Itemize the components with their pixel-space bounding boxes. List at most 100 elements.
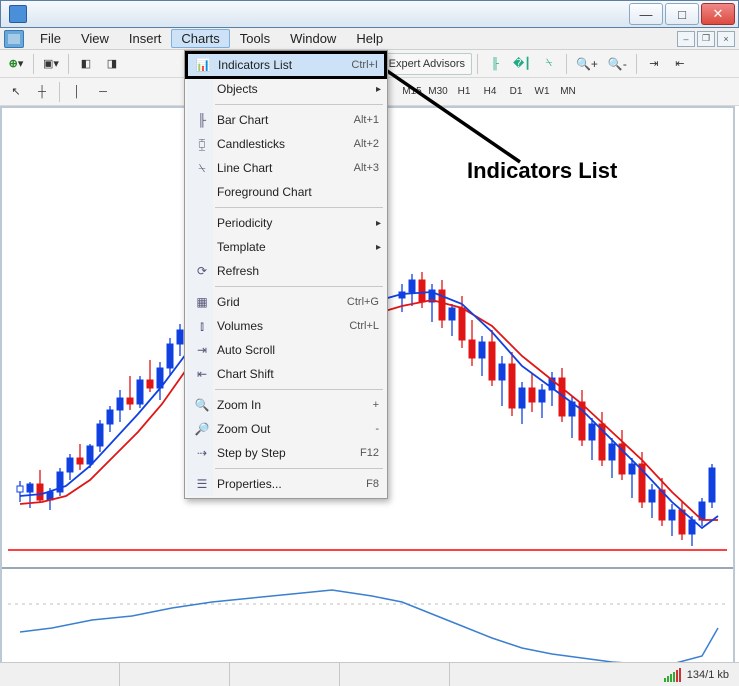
menu-item-volumes[interactable]: ⫾VolumesCtrl+L [187,314,385,338]
cursor-button[interactable]: ↖ [4,81,28,103]
status-seg-2 [120,663,230,686]
timeframe-mn[interactable]: MN [555,82,581,102]
timeframe-m30[interactable]: M30 [425,82,451,102]
menu-item-label: Foreground Chart [213,185,381,199]
zoom-out-icon: 🔎 [191,420,213,438]
grid-icon: ▦ [191,293,213,311]
status-seg-3 [230,663,340,686]
menu-item-foreground-chart[interactable]: Foreground Chart [187,180,385,204]
candle-icon: ⧮ [191,135,213,153]
menu-insert[interactable]: Insert [119,29,172,48]
zoom-in-button[interactable]: 🔍+ [572,53,602,75]
menu-item-label: Template [213,240,376,254]
app-icon [9,5,27,23]
status-seg-4 [340,663,450,686]
charts-menu-dropdown: 📊Indicators ListCtrl+IObjects▸ ╟Bar Chart… [184,50,388,499]
indicators-icon: 📊 [192,56,214,74]
app-logo-icon [4,30,24,48]
crosshair-button[interactable]: ┼ [30,81,54,103]
menu-item-label: Line Chart [213,161,354,175]
zoom-in-icon: 🔍 [191,396,213,414]
menu-item-label: Chart Shift [213,367,381,381]
menu-item-line-chart[interactable]: ⍀Line ChartAlt+3 [187,156,385,180]
menu-item-label: Volumes [213,319,349,333]
autoscroll-button[interactable]: ⇥ [642,53,666,75]
line-chart-button[interactable]: ⍀ [537,53,561,75]
navigator-button[interactable]: ◨ [100,53,124,75]
window-minimize-button[interactable]: — [629,3,663,25]
blank-icon [191,238,213,256]
menu-file[interactable]: File [30,29,71,48]
menu-bar: FileViewInsertChartsToolsWindowHelp – ❐ … [0,28,739,50]
menu-item-label: Step by Step [213,446,360,460]
menu-item-candlesticks[interactable]: ⧮CandlesticksAlt+2 [187,132,385,156]
menu-item-grid[interactable]: ▦GridCtrl+G [187,290,385,314]
menu-item-template[interactable]: Template▸ [187,235,385,259]
window-maximize-button[interactable]: □ [665,3,699,25]
bar-chart-icon: ╟ [191,111,213,129]
menu-view[interactable]: View [71,29,119,48]
line-chart-icon: ⍀ [191,159,213,177]
menu-item-label: Periodicity [213,216,376,230]
menu-item-periodicity[interactable]: Periodicity▸ [187,211,385,235]
expert-advisors-label: Expert Advisors [389,58,465,70]
menu-item-zoom-in[interactable]: 🔍Zoom In+ [187,393,385,417]
vline-button[interactable]: │ [65,81,89,103]
menu-item-zoom-out[interactable]: 🔎Zoom Out- [187,417,385,441]
menu-window[interactable]: Window [280,29,346,48]
volumes-icon: ⫾ [191,317,213,335]
chartshift-icon: ⇤ [191,365,213,383]
menu-help[interactable]: Help [346,29,393,48]
mdi-close-button[interactable]: × [717,31,735,47]
menu-item-step-by-step[interactable]: ⇢Step by StepF12 [187,441,385,465]
candle-chart-button[interactable]: �┃ [509,53,535,75]
bar-chart-button[interactable]: ╟ [483,53,507,75]
status-kb: 134/1 kb [687,669,729,681]
step-icon: ⇢ [191,444,213,462]
status-network: 134/1 kb [664,668,739,682]
menu-item-label: Zoom In [213,398,373,412]
blank-icon [191,183,213,201]
status-seg-1 [0,663,120,686]
new-chart-button[interactable]: ⊕▾ [4,53,28,75]
props-icon: ☰ [191,475,213,493]
status-bar: 134/1 kb [0,662,739,686]
timeframe-d1[interactable]: D1 [503,82,529,102]
menu-charts[interactable]: Charts [171,29,229,48]
menu-item-label: Objects [213,82,376,96]
menu-item-label: Indicators List [214,58,351,72]
menu-item-properties-[interactable]: ☰Properties...F8 [187,472,385,496]
menu-tools[interactable]: Tools [230,29,280,48]
timeframe-h4[interactable]: H4 [477,82,503,102]
timeframe-w1[interactable]: W1 [529,82,555,102]
menu-item-label: Zoom Out [213,422,375,436]
title-bar: — □ ✕ [0,0,739,28]
zoom-out-button[interactable]: 🔍- [604,53,631,75]
mdi-restore-button[interactable]: ❐ [697,31,715,47]
refresh-icon: ⟳ [191,262,213,280]
profiles-button[interactable]: ▣▾ [39,53,63,75]
chartshift-button[interactable]: ⇤ [668,53,692,75]
timeframe-m15[interactable]: M15 [399,82,425,102]
menu-item-auto-scroll[interactable]: ⇥Auto Scroll [187,338,385,362]
hline-button[interactable]: ─ [91,81,115,103]
menu-item-label: Properties... [213,477,366,491]
menu-item-label: Grid [213,295,347,309]
mdi-minimize-button[interactable]: – [677,31,695,47]
menu-item-refresh[interactable]: ⟳Refresh [187,259,385,283]
menu-item-label: Refresh [213,264,381,278]
connection-bars-icon [664,668,681,682]
timeframe-h1[interactable]: H1 [451,82,477,102]
autoscroll-icon: ⇥ [191,341,213,359]
market-watch-button[interactable]: ◧ [74,53,98,75]
menu-item-bar-chart[interactable]: ╟Bar ChartAlt+1 [187,108,385,132]
menu-item-label: Bar Chart [213,113,354,127]
menu-item-label: Candlesticks [213,137,354,151]
blank-icon [191,214,213,232]
menu-item-chart-shift[interactable]: ⇤Chart Shift [187,362,385,386]
callout-label: Indicators List [467,158,617,184]
menu-item-objects[interactable]: Objects▸ [187,77,385,101]
menu-item-indicators-list[interactable]: 📊Indicators ListCtrl+I [187,53,385,77]
window-close-button[interactable]: ✕ [701,3,735,25]
blank-icon [191,80,213,98]
